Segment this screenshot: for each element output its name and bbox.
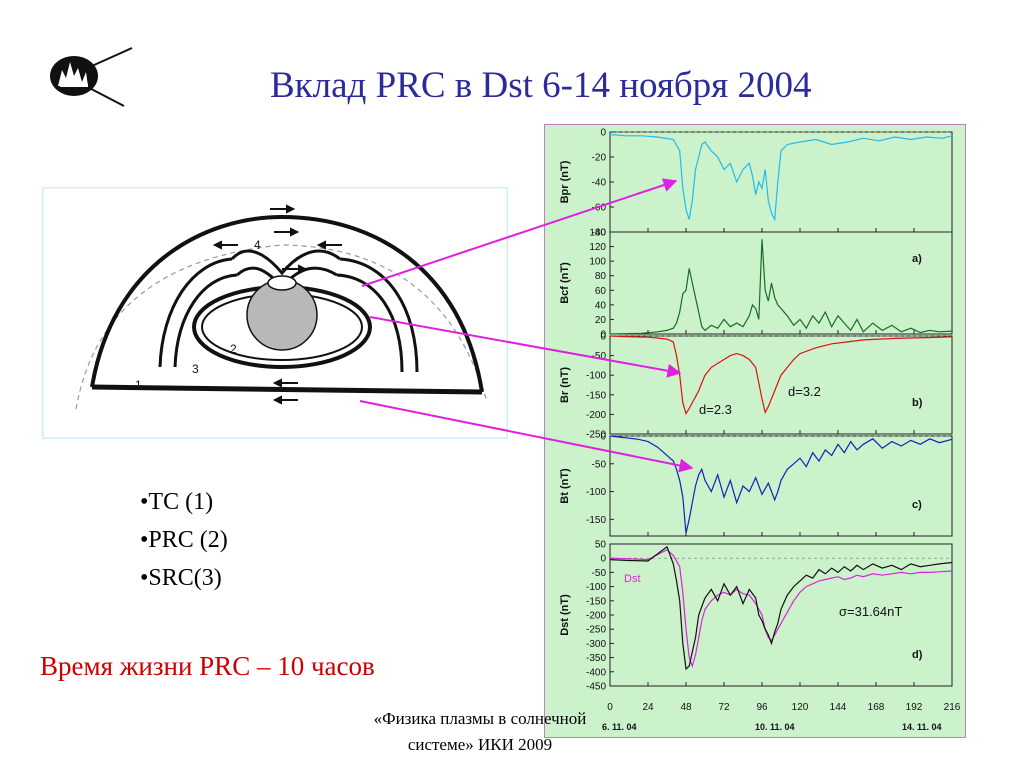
x-tick-label: 168 bbox=[868, 702, 885, 713]
y-axis-label: Bcf (nT) bbox=[559, 262, 571, 304]
y-tick-label: 120 bbox=[589, 242, 606, 253]
footer-text: «Физика плазмы в солнечной системе» ИКИ … bbox=[373, 709, 587, 754]
y-tick-label: -200 bbox=[586, 611, 606, 622]
y-tick-label: -50 bbox=[592, 568, 607, 579]
diagram-label-2: 2 bbox=[230, 342, 237, 356]
y-tick-label: -150 bbox=[586, 390, 606, 401]
prc-lifetime-note: Время жизни PRC – 10 часов bbox=[40, 651, 375, 681]
y-tick-label: 50 bbox=[595, 540, 607, 551]
bullet-src: •SRC(3) bbox=[140, 565, 222, 591]
y-tick-label: 40 bbox=[595, 300, 607, 311]
series-line bbox=[609, 133, 953, 222]
panel-tag: a) bbox=[912, 253, 922, 265]
current-arrow-icon bbox=[212, 204, 342, 405]
x-tick-label: 120 bbox=[792, 702, 809, 713]
y-tick-label: -450 bbox=[586, 682, 606, 693]
y-tick-label: -50 bbox=[592, 351, 607, 362]
series-line bbox=[609, 545, 953, 671]
y-axis-label: Br (nT) bbox=[559, 367, 571, 403]
diagram-label-4: 4 bbox=[254, 238, 261, 252]
bullet-prc: •PRC (2) bbox=[140, 527, 228, 553]
y-tick-label: -400 bbox=[586, 667, 606, 678]
x-tick-label: 72 bbox=[718, 702, 730, 713]
bullet-tc: •TC (1) bbox=[140, 489, 214, 515]
y-tick-label: -40 bbox=[592, 178, 607, 189]
y-tick-label: 60 bbox=[595, 286, 607, 297]
diagram-label-1: 1 bbox=[135, 378, 142, 392]
panel-tag: c) bbox=[912, 499, 922, 511]
y-tick-label: -300 bbox=[586, 639, 606, 650]
y-tick-label: -150 bbox=[586, 515, 606, 526]
date-label: 10. 11. 04 bbox=[755, 722, 795, 732]
series-line bbox=[609, 335, 953, 416]
y-tick-label: 0 bbox=[600, 128, 606, 139]
chart-annotation: Dst bbox=[624, 573, 641, 585]
x-tick-label: 144 bbox=[830, 702, 847, 713]
x-tick-label: 216 bbox=[944, 702, 961, 713]
date-label: 14. 11. 04 bbox=[902, 722, 942, 732]
y-tick-label: 100 bbox=[589, 257, 606, 268]
y-tick-label: -100 bbox=[586, 371, 606, 382]
y-tick-label: 0 bbox=[600, 432, 606, 443]
slide-title: Вклад PRC в Dst 6-14 ноября 2004 bbox=[270, 65, 812, 106]
panel-tag: d) bbox=[912, 649, 923, 661]
y-tick-label: -200 bbox=[586, 410, 606, 421]
magnetosphere-diagram: 1 2 3 4 bbox=[42, 187, 508, 439]
y-tick-label: -50 bbox=[592, 459, 607, 470]
series-line bbox=[609, 435, 953, 534]
diagram-label-3: 3 bbox=[192, 362, 199, 376]
y-tick-label: -250 bbox=[586, 625, 606, 636]
x-tick-label: 48 bbox=[680, 702, 692, 713]
logo-icon bbox=[50, 47, 133, 107]
y-tick-label: -60 bbox=[592, 203, 607, 214]
chart-annotation: σ=31.64nT bbox=[839, 604, 902, 619]
y-tick-label: 0 bbox=[600, 554, 606, 565]
chart-annotation: d=3.2 bbox=[788, 384, 821, 399]
x-tick-label: 24 bbox=[642, 702, 654, 713]
y-tick-label: -100 bbox=[586, 582, 606, 593]
chart-annotation: d=2.3 bbox=[699, 402, 732, 417]
y-axis-label: Bpr (nT) bbox=[559, 160, 571, 203]
y-tick-label: -350 bbox=[586, 653, 606, 664]
panel-tag: b) bbox=[912, 397, 923, 409]
y-tick-label: -100 bbox=[586, 487, 606, 498]
chart-background bbox=[544, 124, 966, 738]
y-tick-label: -150 bbox=[586, 596, 606, 607]
y-tick-label: 20 bbox=[595, 315, 607, 326]
series-line bbox=[609, 239, 953, 335]
y-axis-label: Bt (nT) bbox=[559, 468, 571, 504]
y-axis-label: Dst (nT) bbox=[559, 594, 571, 636]
bullet-list: •TC (1) •PRC (2) •SRC(3) bbox=[140, 485, 228, 599]
y-tick-label: 0 bbox=[600, 332, 606, 343]
y-tick-label: -20 bbox=[592, 153, 607, 164]
date-label: 6. 11. 04 bbox=[602, 722, 637, 732]
x-tick-label: 0 bbox=[607, 702, 613, 713]
y-tick-label: 80 bbox=[595, 271, 607, 282]
x-tick-label: 96 bbox=[756, 702, 768, 713]
y-tick-label: 140 bbox=[589, 228, 606, 239]
x-tick-label: 192 bbox=[906, 702, 923, 713]
